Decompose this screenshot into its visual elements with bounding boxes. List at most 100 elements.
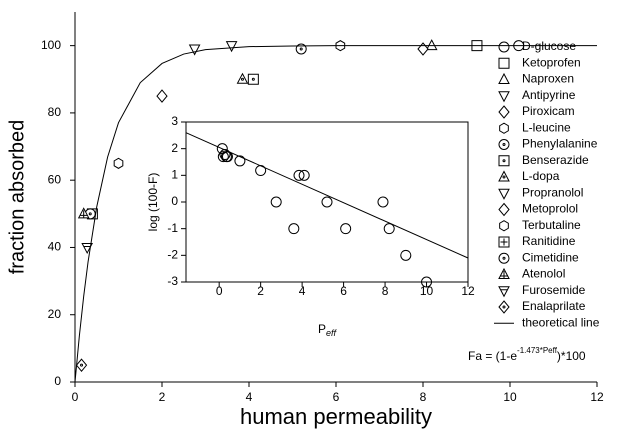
- legend-label: Ketoprofen: [522, 55, 581, 69]
- marker: [236, 72, 249, 84]
- marker: [234, 155, 246, 167]
- x-tick-label: 4: [246, 390, 253, 404]
- legend-marker: [498, 155, 510, 167]
- x-tick-label: 6: [333, 390, 340, 404]
- line: [185, 132, 469, 259]
- marker: [255, 165, 267, 176]
- legend-label: Furosemide: [522, 283, 586, 297]
- x-tick-label: 8: [420, 390, 427, 404]
- legend-marker: [498, 236, 510, 248]
- marker: [400, 249, 412, 261]
- formula-exponent: -1.473*Peff: [517, 346, 558, 355]
- legend-label: Phenylalanine: [522, 137, 598, 151]
- x-tick-label: 0: [72, 390, 79, 404]
- y-axis-title: fraction absorbed: [6, 120, 28, 275]
- marker: [188, 44, 201, 56]
- legend-marker: [498, 139, 510, 150]
- marker: [225, 41, 238, 53]
- y-tick-label: 3: [171, 114, 178, 128]
- y-tick-label: 100: [41, 38, 61, 52]
- x-tick-label: 2: [159, 390, 166, 404]
- marker: [77, 207, 90, 219]
- legend-marker: [498, 188, 510, 200]
- legend-marker: [498, 91, 510, 103]
- x-tick-label: 6: [340, 284, 347, 298]
- x-tick-label: 12: [590, 390, 604, 404]
- marker: [425, 39, 438, 51]
- legend-marker: [498, 286, 510, 298]
- inset-x-title: Peff: [318, 322, 338, 338]
- legend-marker: [498, 300, 510, 314]
- legend-label: theoretical line: [522, 315, 600, 329]
- x-tick-label: 10: [420, 284, 434, 298]
- legend-label: Cimetidine: [522, 250, 579, 264]
- marker: [298, 169, 310, 181]
- marker: [383, 223, 395, 235]
- legend-label: Naproxen: [522, 72, 574, 86]
- y-tick-label: 80: [48, 105, 62, 119]
- legend-marker: [498, 202, 510, 217]
- legend-marker: [498, 105, 510, 119]
- legend-marker: [498, 41, 510, 53]
- marker: [113, 157, 124, 169]
- legend-label: Benserazide: [522, 153, 589, 167]
- x-tick-label: 2: [257, 284, 264, 298]
- legend-label: Metoprolol: [522, 202, 578, 216]
- x-tick-label: 4: [299, 284, 306, 298]
- x-tick-label: 8: [382, 284, 389, 298]
- marker: [417, 42, 429, 56]
- legend-marker: [498, 57, 510, 69]
- y-tick-label: 40: [48, 240, 62, 254]
- legend-label: Propranolol: [522, 185, 583, 199]
- y-tick-label: -3: [167, 274, 178, 288]
- marker: [156, 89, 168, 103]
- formula-prefix: Fa = (1-e: [468, 349, 517, 363]
- marker: [220, 151, 232, 163]
- marker: [421, 276, 433, 288]
- y-tick-label: 2: [171, 141, 178, 155]
- y-tick-label: -2: [167, 248, 178, 262]
- marker: [247, 73, 259, 85]
- inset-y-title: log (100-F): [146, 173, 160, 232]
- inset-frame: [185, 121, 469, 283]
- legend-label: Piroxicam: [522, 104, 575, 118]
- legend-label: Ranitidine: [522, 234, 576, 248]
- inset-x-title-base: P: [318, 322, 326, 336]
- legend-marker: [498, 170, 510, 182]
- marker: [216, 143, 228, 155]
- x-tick-label: 12: [461, 284, 475, 298]
- y-tick-label: 60: [48, 172, 62, 186]
- marker: [75, 358, 88, 372]
- marker: [293, 169, 305, 181]
- marker: [221, 151, 233, 163]
- legend-label: Enalaprilate: [522, 299, 586, 313]
- y-tick-label: 0: [54, 374, 61, 388]
- legend-label: L-dopa: [522, 169, 560, 183]
- legend-label: Terbutaline: [522, 218, 581, 232]
- legend-label: Antipyrine: [522, 88, 576, 102]
- x-tick-label: 0: [216, 284, 223, 298]
- marker: [340, 223, 352, 235]
- legend-label: D-glucose: [522, 39, 576, 53]
- legend-marker: [498, 267, 510, 279]
- marker: [321, 196, 333, 208]
- y-tick-label: 0: [171, 194, 178, 208]
- legend-marker: [499, 122, 509, 134]
- marker: [288, 223, 300, 235]
- x-tick-label: 10: [503, 390, 517, 404]
- marker: [270, 196, 282, 208]
- legend-label: L-leucine: [522, 120, 571, 134]
- legend-label: Atenolol: [522, 267, 565, 281]
- y-tick-label: 20: [48, 307, 62, 321]
- y-tick-label: -1: [167, 221, 178, 235]
- line: [74, 45, 597, 383]
- marker: [377, 196, 389, 208]
- legend-marker: [498, 72, 510, 84]
- legend-marker: [499, 220, 509, 232]
- marker: [81, 242, 94, 255]
- inset-x-title-sub: eff: [326, 328, 338, 338]
- y-tick-label: 1: [171, 168, 178, 182]
- x-axis-title: human permeability: [240, 404, 432, 429]
- marker: [295, 43, 307, 55]
